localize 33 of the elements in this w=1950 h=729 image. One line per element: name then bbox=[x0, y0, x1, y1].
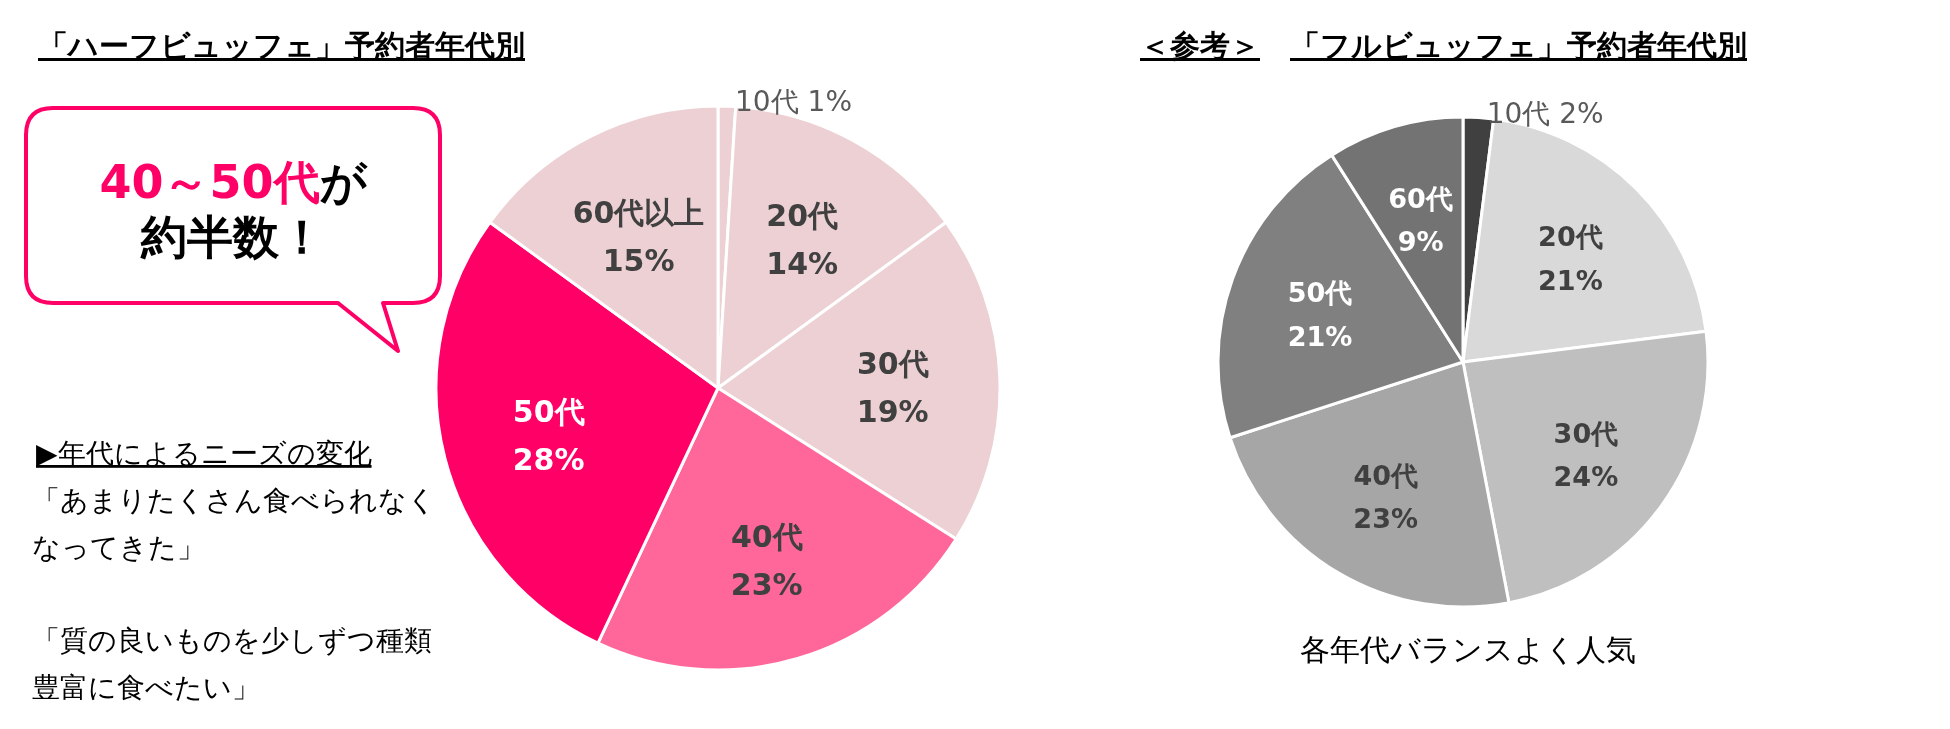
slice-label: 50代 bbox=[1287, 277, 1353, 309]
slice-label: 10代 bbox=[735, 84, 799, 118]
data-label: 2% bbox=[1559, 96, 1604, 130]
chart-title: 「ハーフビュッフェ」予約者年代別 bbox=[38, 28, 525, 63]
text: 「質の良いものを少しずつ種類豊富に食べたい」 bbox=[32, 624, 432, 704]
data-label: 9% bbox=[1397, 226, 1444, 258]
text: ▶年代によるニーズの変化 bbox=[36, 437, 372, 470]
slice-label: 40代 bbox=[1353, 459, 1418, 491]
text: 各年代バランスよく人気 bbox=[1300, 632, 1636, 667]
text: 「あまりたくさん食べられなくなってきた」 bbox=[32, 484, 436, 564]
data-label: 19% bbox=[856, 393, 929, 429]
data-label: 15% bbox=[602, 243, 675, 279]
text: が bbox=[319, 155, 368, 209]
data-label: 1% bbox=[807, 84, 852, 118]
data-label: 23% bbox=[730, 566, 803, 602]
data-label: 24% bbox=[1553, 461, 1619, 493]
slice-label: 50代 bbox=[512, 394, 585, 430]
data-label: 28% bbox=[512, 442, 585, 478]
slice-label: 10代 bbox=[1486, 96, 1551, 130]
chart-title: ＜参考＞ 「フルビュッフェ」予約者年代別 bbox=[1140, 28, 1747, 63]
slice-label: 20代 bbox=[766, 197, 839, 233]
slice-label: 30代 bbox=[856, 345, 929, 381]
slice-label: 20代 bbox=[1538, 221, 1603, 253]
slice-label: 30代 bbox=[1553, 418, 1619, 450]
slice-label: 40代 bbox=[730, 518, 803, 554]
data-label: 21% bbox=[1538, 264, 1603, 296]
data-label: 14% bbox=[766, 245, 839, 281]
data-label: 23% bbox=[1353, 502, 1418, 534]
text: 約半数！ bbox=[140, 210, 325, 264]
data-label: 21% bbox=[1287, 320, 1353, 352]
slice-label: 60代 bbox=[1388, 183, 1453, 215]
slice-label: 60代以上 bbox=[572, 195, 705, 231]
text: 40～50代 bbox=[99, 155, 320, 209]
